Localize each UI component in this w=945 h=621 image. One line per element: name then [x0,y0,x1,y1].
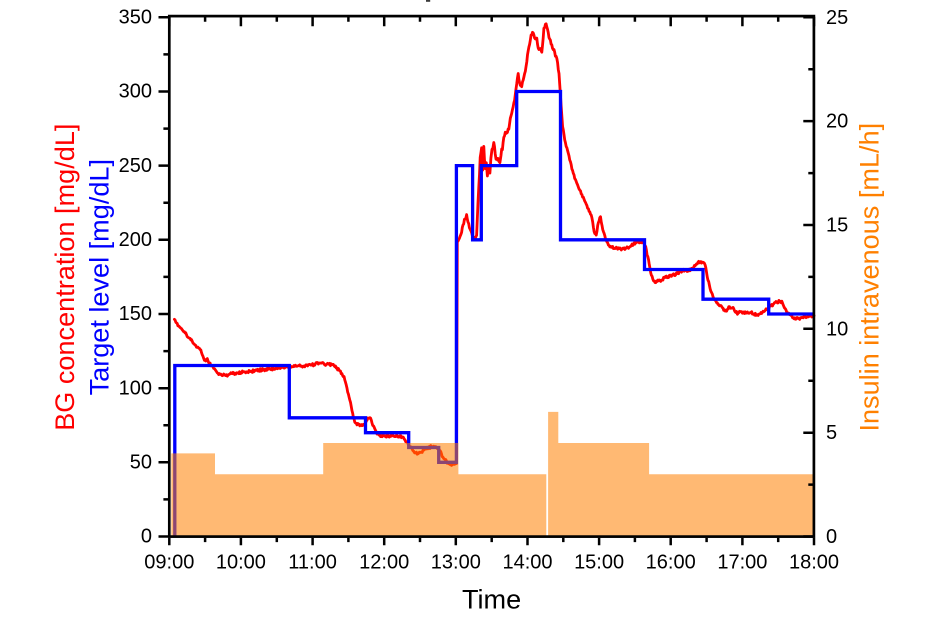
svg-text:09:00: 09:00 [144,552,194,574]
svg-text:15:00: 15:00 [574,552,624,574]
svg-text:5: 5 [826,422,837,444]
svg-text:0: 0 [826,526,837,548]
svg-text:Target level [mg/dL]: Target level [mg/dL] [84,159,115,395]
svg-text:11:00: 11:00 [288,552,337,574]
svg-text:Insulin intravenous [mL/h]: Insulin intravenous [mL/h] [853,123,884,432]
svg-text:350: 350 [119,7,152,29]
svg-text:17:00: 17:00 [717,552,767,574]
svg-text:10:00: 10:00 [216,552,266,574]
svg-text:300: 300 [119,81,152,103]
svg-text:200: 200 [119,229,152,251]
svg-text:13:00: 13:00 [431,552,481,574]
svg-text:50: 50 [130,452,152,474]
svg-text:18:00: 18:00 [789,552,839,574]
svg-text:BG concentration [mg/dL]: BG concentration [mg/dL] [49,124,80,431]
svg-text:150: 150 [119,303,152,325]
svg-text:250: 250 [119,155,152,177]
svg-text:Time: Time [462,583,521,614]
svg-text:14:00: 14:00 [502,552,552,574]
svg-text:0: 0 [141,526,152,548]
svg-text:100: 100 [119,377,152,399]
svg-text:25: 25 [826,7,848,29]
svg-text:20: 20 [826,111,848,133]
svg-text:12:00: 12:00 [359,552,409,574]
svg-text:10: 10 [826,318,848,340]
svg-text:15: 15 [826,215,848,237]
svg-text:16:00: 16:00 [646,552,696,574]
